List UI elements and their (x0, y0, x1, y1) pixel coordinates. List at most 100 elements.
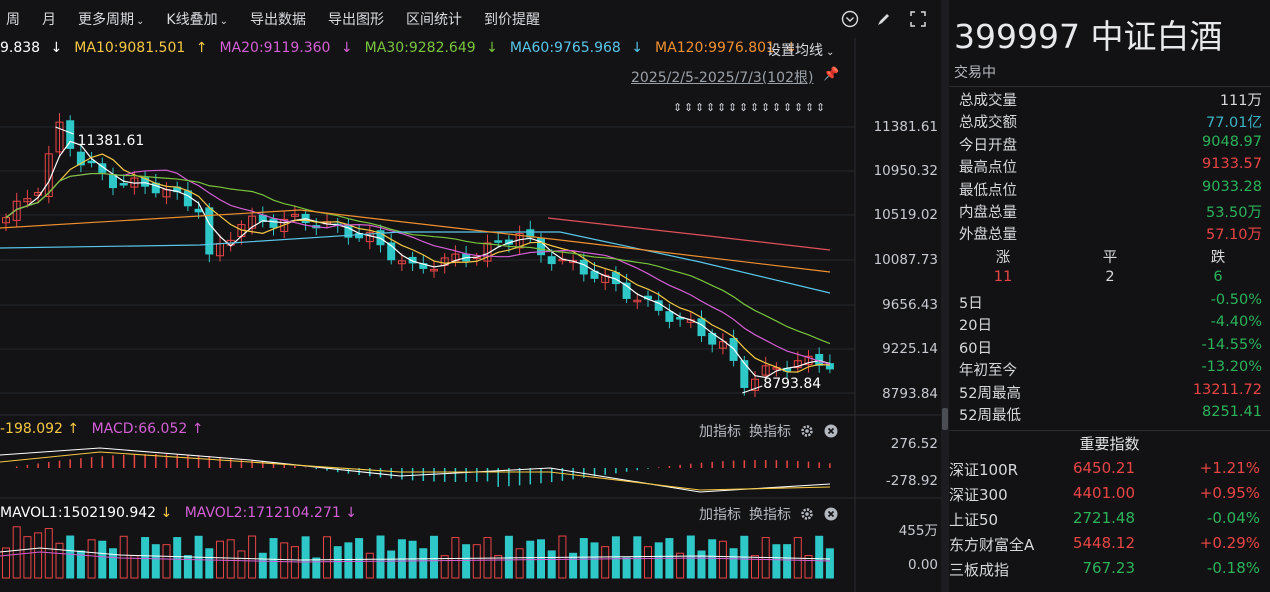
candle-body (355, 233, 364, 239)
candle-body (151, 182, 160, 194)
key-indices-header: 重要指数 (949, 430, 1270, 457)
index-row[interactable]: 深证300 4401.00 +0.95% (949, 484, 1270, 509)
toolbar-icon-group (839, 8, 929, 30)
candle-body (23, 198, 32, 203)
volume-bar (280, 542, 289, 579)
export-data-button[interactable]: 导出数据 (249, 12, 306, 28)
volume-bar (183, 555, 192, 579)
volume-bar (825, 548, 834, 579)
volume-bar (815, 535, 824, 579)
volume-panel-controls: 加指标 换指标 (699, 504, 839, 524)
quote-stat-row: 最高点位 9133.57 (959, 156, 1262, 178)
high-annotation: 11381.61 (78, 133, 145, 149)
swap-indicator-button[interactable]: 换指标 (749, 424, 791, 440)
volume-bar (515, 548, 524, 579)
close-icon[interactable] (823, 423, 839, 439)
volume-axis-bottom: 0.00 (907, 557, 938, 573)
volume-bar (216, 540, 224, 579)
swap-indicator-button[interactable]: 换指标 (749, 507, 791, 523)
volume-bar (173, 537, 182, 579)
index-price: 4401.00 (1072, 484, 1135, 502)
candle-body (365, 231, 374, 243)
vertical-scrollbar[interactable] (941, 0, 949, 592)
candle-body (718, 341, 727, 349)
pin-icon[interactable]: 📌 (823, 67, 840, 82)
gear-icon[interactable] (799, 423, 815, 439)
volume-bar (547, 550, 556, 579)
volume-bar (355, 538, 364, 579)
candle-body (87, 160, 96, 164)
close-icon[interactable] (823, 506, 839, 522)
volume-bar (397, 539, 406, 579)
index-row[interactable]: 上证50 2721.48 -0.04% (949, 509, 1270, 534)
volume-bar (579, 538, 588, 579)
scrollbar-thumb[interactable] (942, 408, 948, 430)
volume-bar (205, 548, 214, 579)
kline-overlay-dropdown[interactable]: K线叠加 ⌄ (155, 9, 239, 29)
quote-stat-value: 57.10万 (1205, 227, 1262, 244)
price-axis-tick: 9225.14 (882, 341, 938, 357)
add-indicator-button[interactable]: 加指标 (699, 507, 741, 523)
candle-body (109, 174, 117, 189)
candle-body (333, 223, 342, 227)
candle-body (205, 207, 214, 255)
volume-bar (440, 555, 449, 579)
export-chart-button[interactable]: 导出图形 (327, 12, 384, 28)
index-name: 深证300 (949, 486, 1008, 504)
date-range-label[interactable]: 2025/2/5-2025/7/3(102根) (631, 70, 814, 86)
candle-body (815, 354, 824, 366)
kline-chart-area[interactable]: 周 月 更多周期 ⌄ K线叠加 ⌄ 导出数据 导出图形 区间统计 到价提醒 9.83… (0, 0, 941, 592)
ma-settings-dropdown[interactable]: 设置均线 ⌄ (767, 40, 834, 60)
volume-bar (751, 555, 759, 579)
more-periods-dropdown[interactable]: 更多周期 ⌄ (67, 9, 155, 29)
macd-panel-controls: 加指标 换指标 (699, 421, 839, 441)
volume-bar (718, 540, 727, 579)
more-periods-label: 更多周期 (78, 12, 134, 28)
volume-bar (483, 537, 492, 579)
candle-body (654, 300, 663, 311)
draw-pen-icon[interactable] (873, 8, 895, 30)
volume-bar (258, 552, 267, 579)
volume-bar (783, 544, 792, 579)
volume-bar (408, 540, 417, 579)
candle-body (419, 263, 428, 269)
period-month-button[interactable]: 月 (42, 12, 56, 28)
dif-line (0, 447, 831, 493)
volume-bar (472, 544, 481, 579)
event-marker: ⇕ (761, 101, 770, 114)
event-marker: ⇕ (728, 101, 737, 114)
candle-body (387, 242, 396, 261)
candle-body (397, 260, 406, 265)
range-stats-button[interactable]: 区间统计 (405, 12, 462, 28)
collapse-circle-icon[interactable] (839, 8, 861, 30)
volume-bar (130, 555, 139, 579)
index-row[interactable]: 东方财富全A 5448.12 +0.29% (949, 534, 1270, 559)
quote-stat-value: 111万 (1219, 93, 1262, 109)
volume-bar (2, 547, 10, 579)
candle-body (472, 256, 481, 260)
divider (949, 86, 1270, 87)
period-week-button[interactable]: 周 (6, 12, 20, 28)
volume-bar (772, 544, 781, 579)
volume-bar (494, 555, 503, 579)
event-marker: ⇕ (794, 101, 803, 114)
index-row[interactable]: 深证100R 6450.21 +1.21% (949, 459, 1270, 484)
volume-bar (323, 536, 331, 579)
volume-bar (87, 539, 96, 579)
candle-body (697, 318, 706, 337)
volume-bar (729, 548, 738, 579)
candle-body (547, 256, 556, 265)
volume-bar (55, 542, 64, 579)
gear-icon[interactable] (799, 506, 815, 522)
add-indicator-button[interactable]: 加指标 (699, 424, 741, 440)
candle-body (537, 237, 545, 256)
candle-body (141, 177, 150, 187)
volume-bar (194, 535, 203, 579)
index-name: 东方财富全A (949, 536, 1035, 554)
fullscreen-icon[interactable] (907, 8, 929, 30)
volume-bar (622, 557, 631, 579)
candle-body (76, 151, 85, 166)
price-alert-button[interactable]: 到价提醒 (483, 12, 540, 28)
ma-legend: 9.838 ↓ MA10:9081.501 ↑ MA20:9119.360 ↓ … (0, 40, 809, 60)
index-row[interactable]: 三板成指 767.23 -0.18% (949, 559, 1270, 584)
